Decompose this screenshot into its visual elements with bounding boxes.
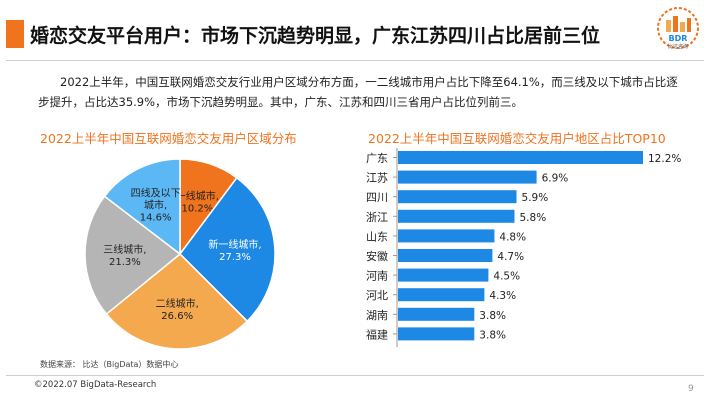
title-accent-bar — [6, 20, 24, 48]
bar-value-label: 12.2% — [648, 153, 681, 165]
bar — [398, 190, 517, 204]
bar-value-label: 5.9% — [522, 192, 549, 204]
bar-value-label: 4.8% — [499, 231, 526, 243]
pie-slice-label: 新一线城市, — [208, 238, 261, 251]
bar-value-label: 4.5% — [493, 271, 520, 283]
pie-slice-label: 一线城市, — [176, 190, 219, 203]
bar-category-label: 河北 — [366, 289, 388, 302]
region-pie-chart: 一线城市,10.2% 新一线城市,27.3% 二线城市,26.6% 三线城市,21.3… — [84, 158, 276, 350]
bar — [398, 170, 537, 184]
bar-category-label: 四川 — [366, 191, 388, 204]
pie-slice-label: 14.6% — [140, 213, 172, 224]
bar-category-label: 山东 — [366, 230, 388, 243]
bar-category-label: 江苏 — [366, 172, 388, 185]
pie-slice — [84, 195, 182, 316]
bar-category-label: 湖南 — [366, 309, 388, 322]
pie-slice-label: 城市, — [144, 199, 167, 212]
bar-category-label: 广东 — [366, 152, 388, 165]
copyright: ©2022.07 BigData-Research — [34, 380, 157, 390]
bar-category-label: 河南 — [366, 270, 388, 283]
bar-category-label: 浙江 — [366, 211, 388, 224]
bar-value-label: 6.9% — [542, 173, 569, 185]
pie-slice — [179, 176, 276, 323]
bar — [398, 151, 643, 164]
page-number: 9 — [688, 384, 694, 394]
bar-category-label: 安徽 — [366, 249, 388, 263]
pie-slice — [103, 158, 181, 256]
intro-paragraph: 2022上半年，中国互联网婚恋交友行业用户区域分布方面，一二线城市用户占比下降至… — [38, 75, 678, 109]
logo-text: BDR — [669, 34, 688, 43]
page-title: 婚恋交友平台用户：市场下沉趋势明显，广东江苏四川占比居前三位 — [30, 25, 601, 47]
bar-value-label: 4.7% — [497, 251, 524, 263]
pie-slice-label: 二线城市, — [156, 297, 199, 310]
pie-slice-label: 10.2% — [182, 204, 214, 215]
data-source: 数据来源： 比达（BigData）数据中心 — [40, 360, 179, 369]
bar-value-label: 3.8% — [479, 329, 506, 341]
province-bar-chart: 广东 12.2% 江苏 6.9% 四川 5.9% 浙江 5.8% 山东 4.8% 安徽 4.7% 河南 4… — [366, 148, 681, 347]
bar — [398, 249, 493, 262]
bar — [398, 209, 515, 223]
bar-value-label: 3.8% — [479, 310, 506, 322]
bar — [398, 307, 475, 321]
bar — [398, 268, 489, 282]
bar — [398, 327, 475, 341]
bar-value-label: 4.3% — [489, 290, 516, 302]
logo-subtext: 比达咨询 — [668, 43, 688, 50]
pie-slice-label: 四线及以下 — [131, 187, 181, 200]
title-divider — [6, 60, 704, 61]
bar — [398, 288, 485, 302]
pie-chart-title: 2022上半年中国互联网婚恋交友用户区域分布 — [40, 131, 297, 146]
bar-category-label: 福建 — [366, 327, 388, 341]
footer-divider — [6, 375, 704, 376]
bdr-logo: BDR 比达咨询 — [657, 7, 699, 50]
pie-slice-label: 21.3% — [109, 257, 141, 268]
pie-slice — [105, 252, 249, 350]
pie-slice-label: 三线城市, — [103, 243, 146, 256]
bar-value-label: 5.8% — [520, 212, 547, 224]
pie-slice-label: 27.3% — [219, 252, 251, 263]
bar-chart-title: 2022上半年中国互联网婚恋交友用户地区占比TOP10 — [368, 131, 666, 146]
bar — [398, 229, 495, 243]
pie-slice-label: 26.6% — [161, 311, 193, 322]
